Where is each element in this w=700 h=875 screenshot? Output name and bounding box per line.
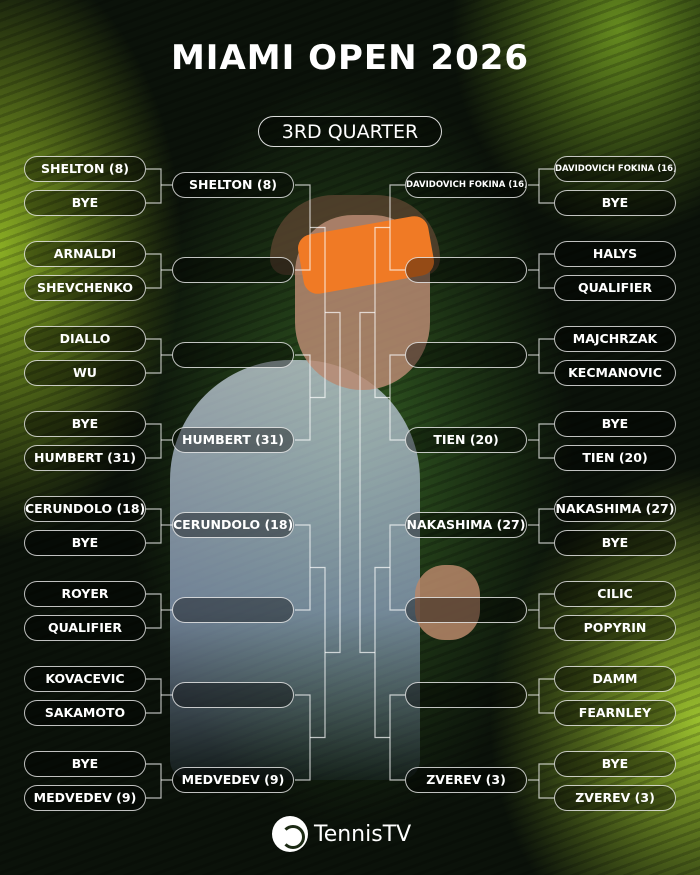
r1-connector — [538, 593, 554, 629]
right-r1-slot: CILIC — [554, 581, 676, 607]
left-r1-slot: SAKAMOTO — [24, 700, 146, 726]
right-r1-slot: QUALIFIER — [554, 275, 676, 301]
r1-connector — [146, 508, 162, 544]
left-r2-slot — [172, 342, 294, 368]
r1-connector — [538, 253, 554, 289]
right-r2-slot — [405, 342, 527, 368]
r2-connector — [389, 354, 405, 441]
right-r1-slot: ZVEREV (3) — [554, 785, 676, 811]
left-r1-slot: ROYER — [24, 581, 146, 607]
r1-connector — [538, 508, 554, 544]
left-r1-slot: BYE — [24, 411, 146, 437]
left-r2-slot: MEDVEDEV (9) — [172, 767, 294, 793]
left-r1-slot: DIALLO — [24, 326, 146, 352]
right-r2-slot: NAKASHIMA (27) — [405, 512, 527, 538]
r3-connector — [310, 226, 326, 399]
r1-connector — [538, 423, 554, 459]
r1-connector — [146, 678, 162, 714]
r1-connector — [146, 763, 162, 799]
r4-connector — [359, 311, 375, 654]
right-r1-slot: NAKASHIMA (27) — [554, 496, 676, 522]
left-r1-slot: SHEVCHENKO — [24, 275, 146, 301]
left-r1-slot: WU — [24, 360, 146, 386]
right-r2-slot — [405, 597, 527, 623]
left-r2-slot: SHELTON (8) — [172, 172, 294, 198]
left-r1-slot: KOVACEVIC — [24, 666, 146, 692]
right-r1-slot: TIEN (20) — [554, 445, 676, 471]
left-r1-slot: BYE — [24, 190, 146, 216]
r4-connector — [325, 311, 341, 654]
right-r1-slot: BYE — [554, 530, 676, 556]
left-r1-slot: MEDVEDEV (9) — [24, 785, 146, 811]
r2-connector — [295, 184, 311, 271]
left-r2-slot: HUMBERT (31) — [172, 427, 294, 453]
r1-connector — [538, 168, 554, 204]
r1-connector — [146, 338, 162, 374]
r2-connector — [389, 524, 405, 611]
right-r2-slot: TIEN (20) — [405, 427, 527, 453]
right-r1-slot: POPYRIN — [554, 615, 676, 641]
r2-connector — [295, 354, 311, 441]
right-r1-slot: HALYS — [554, 241, 676, 267]
tennis-tv-logo: TennisTV — [272, 816, 411, 852]
page-title: MIAMI OPEN 2026 — [170, 38, 530, 78]
right-r2-slot — [405, 257, 527, 283]
logo-text: TennisTV — [314, 821, 412, 847]
quarter-label: 3RD QUARTER — [258, 116, 442, 147]
left-r1-slot: ARNALDI — [24, 241, 146, 267]
r2-connector — [389, 694, 405, 781]
right-r1-slot: DAMM — [554, 666, 676, 692]
r2-connector — [389, 184, 405, 271]
r2-connector — [295, 694, 311, 781]
right-r2-slot — [405, 682, 527, 708]
right-r1-slot: FEARNLEY — [554, 700, 676, 726]
right-r1-slot: DAVIDOVICH FOKINA (16) — [554, 156, 676, 182]
tennis-ball-icon — [272, 816, 308, 852]
right-r2-slot: ZVEREV (3) — [405, 767, 527, 793]
right-r1-slot: KECMANOVIC — [554, 360, 676, 386]
left-r1-slot: BYE — [24, 751, 146, 777]
right-r1-slot: BYE — [554, 411, 676, 437]
left-r2-slot: CERUNDOLO (18) — [172, 512, 294, 538]
r1-connector — [538, 338, 554, 374]
left-r2-slot — [172, 682, 294, 708]
r1-connector — [538, 763, 554, 799]
r1-connector — [146, 593, 162, 629]
right-r1-slot: MAJCHRZAK — [554, 326, 676, 352]
left-r1-slot: HUMBERT (31) — [24, 445, 146, 471]
r3-connector — [374, 566, 390, 739]
right-r1-slot: BYE — [554, 190, 676, 216]
r1-connector — [146, 168, 162, 204]
left-r1-slot: SHELTON (8) — [24, 156, 146, 182]
left-r1-slot: QUALIFIER — [24, 615, 146, 641]
r3-connector — [374, 226, 390, 399]
left-r2-slot — [172, 257, 294, 283]
r1-connector — [146, 423, 162, 459]
r1-connector — [538, 678, 554, 714]
r1-connector — [146, 253, 162, 289]
right-r1-slot: BYE — [554, 751, 676, 777]
left-r2-slot — [172, 597, 294, 623]
left-r1-slot: CERUNDOLO (18) — [24, 496, 146, 522]
r3-connector — [310, 566, 326, 739]
right-r2-slot: DAVIDOVICH FOKINA (16) — [405, 172, 527, 198]
left-r1-slot: BYE — [24, 530, 146, 556]
r2-connector — [295, 524, 311, 611]
